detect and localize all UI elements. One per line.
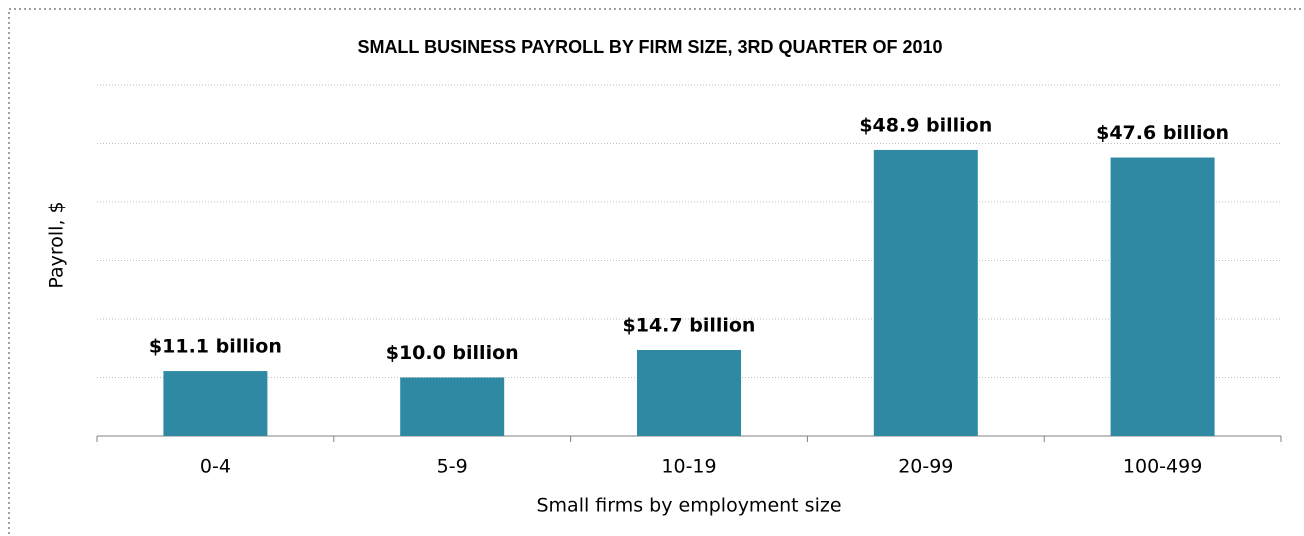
data-label: $14.7 billion: [623, 315, 756, 337]
x-axis-label: Small firms by employment size: [536, 495, 841, 517]
chart-title: SMALL BUSINESS PAYROLL BY FIRM SIZE, 3RD…: [357, 37, 942, 57]
x-tick-label: 100-499: [1123, 456, 1202, 478]
bar: [1110, 157, 1215, 437]
bar: [637, 350, 741, 436]
data-label: $48.9 billion: [859, 114, 992, 136]
x-tick-label: 20-99: [898, 456, 953, 478]
bar: [873, 149, 978, 436]
y-axis-label: Payroll, $: [46, 201, 68, 288]
data-label: $47.6 billion: [1096, 122, 1229, 144]
x-tick-label: 10-19: [661, 456, 716, 478]
data-label: $11.1 billion: [149, 336, 282, 358]
x-tick-label: 5-9: [437, 456, 468, 478]
bar: [163, 371, 268, 436]
data-label: $10.0 billion: [386, 342, 519, 364]
page-border: [8, 8, 1304, 536]
bar: [400, 377, 505, 436]
x-tick-label: 0-4: [200, 456, 231, 478]
